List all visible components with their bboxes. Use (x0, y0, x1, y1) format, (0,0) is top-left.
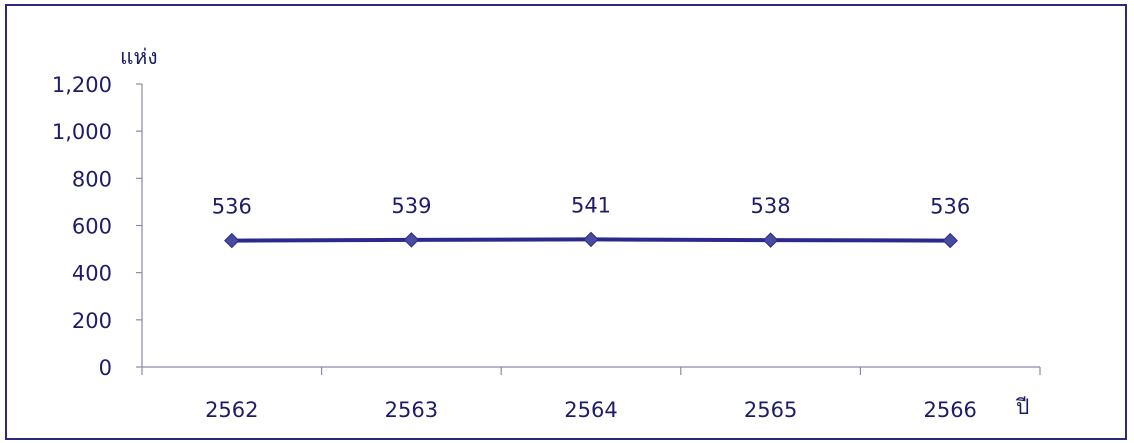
data-point-marker (583, 231, 599, 248)
data-point-marker (224, 232, 240, 249)
y-tick-label: 1,200 (52, 73, 112, 97)
y-axis-ticks: 0 200 400 600 800 1,000 1,200 (52, 73, 142, 380)
y-tick-label: 400 (72, 262, 112, 286)
data-label: 539 (391, 194, 431, 218)
axes (141, 84, 1040, 368)
y-tick-label: 600 (72, 215, 112, 239)
y-axis-title: แห่ง (120, 45, 158, 69)
x-tick-label: 2563 (385, 398, 438, 422)
data-point-marker (762, 232, 779, 248)
data-label: 536 (930, 195, 970, 219)
data-label: 541 (571, 193, 611, 217)
data-point-marker (942, 232, 958, 249)
x-tick-label: 2562 (205, 398, 258, 422)
data-label: 538 (751, 194, 791, 218)
series (224, 231, 958, 249)
data-label: 536 (212, 195, 252, 219)
y-tick-label: 800 (72, 167, 112, 191)
y-tick-label: 1,000 (52, 120, 112, 144)
data-labels: 536 539 541 538 536 (212, 193, 970, 218)
x-tick-label: 2565 (744, 398, 797, 422)
x-axis-ticks: 2562 2563 2564 2565 2566 (141, 367, 1041, 422)
x-tick-label: 2564 (564, 398, 617, 422)
y-tick-label: 200 (72, 309, 112, 333)
x-tick-label: 2566 (923, 398, 976, 422)
y-tick-label: 0 (99, 356, 112, 380)
x-axis-title: ปี (1015, 395, 1029, 419)
data-point-marker (403, 232, 420, 248)
